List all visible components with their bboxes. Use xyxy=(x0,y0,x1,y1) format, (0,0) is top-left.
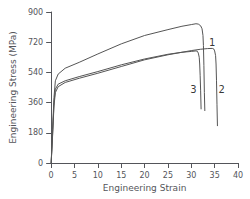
svg-text:360: 360 xyxy=(28,98,43,107)
svg-text:35: 35 xyxy=(210,171,220,180)
svg-text:15: 15 xyxy=(116,171,126,180)
svg-text:540: 540 xyxy=(28,68,43,77)
svg-text:0: 0 xyxy=(49,171,54,180)
svg-text:10: 10 xyxy=(93,171,103,180)
svg-text:720: 720 xyxy=(28,38,43,47)
svg-text:30: 30 xyxy=(186,171,196,180)
svg-text:40: 40 xyxy=(233,171,243,180)
svg-text:20: 20 xyxy=(139,171,149,180)
svg-text:Engineering Stress (MPa): Engineering Stress (MPa) xyxy=(8,31,18,144)
svg-text:900: 900 xyxy=(28,8,43,17)
svg-text:3: 3 xyxy=(190,84,196,95)
svg-text:25: 25 xyxy=(163,171,173,180)
svg-text:1: 1 xyxy=(209,37,215,48)
svg-text:5: 5 xyxy=(72,171,77,180)
svg-text:2: 2 xyxy=(218,84,224,95)
svg-text:180: 180 xyxy=(28,128,43,137)
svg-text:Engineering Strain: Engineering Strain xyxy=(103,183,187,193)
svg-text:0: 0 xyxy=(38,159,43,168)
